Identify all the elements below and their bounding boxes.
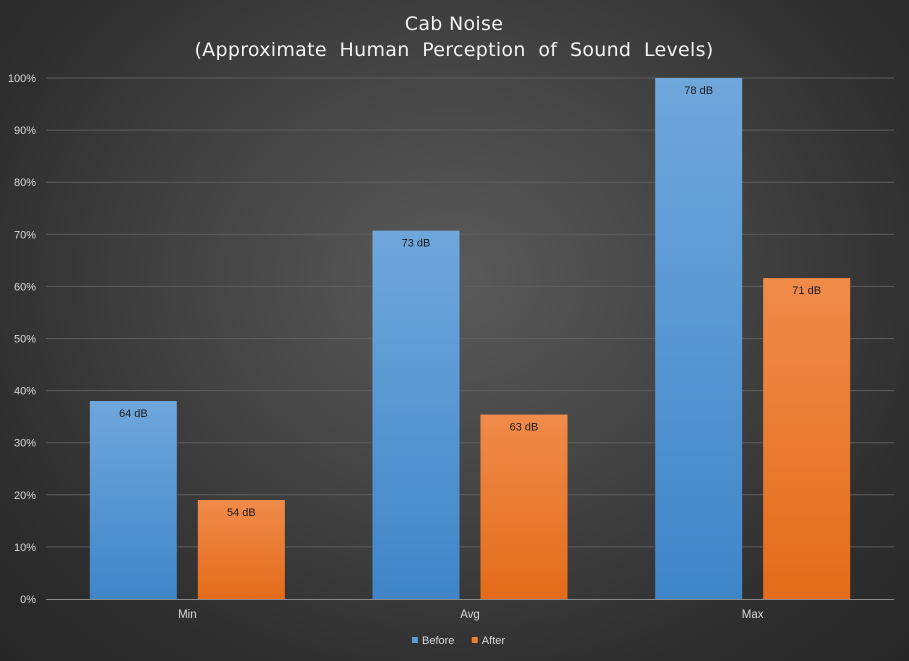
data-label: 71 dB [792,285,821,297]
bar-before-avg [372,230,460,599]
chart-subtitle: (Approximate Human Perception of Sound L… [194,39,713,61]
data-label: 54 dB [227,507,256,519]
x-axis-categories: Min Avg Max [178,609,764,621]
y-tick-label: 90% [14,125,36,137]
x-category-label: Avg [460,609,480,621]
x-category-label: Min [178,609,197,621]
y-axis-ticks: 0% 10% 20% 30% 40% 50% 60% 70% 80% 90% 100% [8,73,36,606]
y-tick-label: 30% [14,438,36,450]
y-tick-label: 10% [14,542,36,554]
legend-swatch-before [412,637,418,643]
legend-label-after: After [482,635,506,647]
y-tick-label: 20% [14,490,36,502]
data-label: 64 dB [119,408,148,420]
bar-after-min [197,500,285,599]
y-tick-label: 80% [14,177,36,189]
y-tick-label: 60% [14,281,36,293]
bar-before-max [655,78,743,599]
bar-after-avg [480,414,568,599]
data-label: 73 dB [402,238,431,250]
y-tick-label: 40% [14,386,36,398]
bar-before-min [89,401,177,599]
data-label: 63 dB [510,422,539,434]
legend: Before After [412,635,505,647]
y-tick-label: 50% [14,334,36,346]
gridlines [46,77,894,548]
x-category-label: Max [742,609,764,621]
bar-after-max [763,278,851,599]
y-tick-label: 70% [14,229,36,241]
y-tick-label: 100% [8,73,36,85]
legend-label-before: Before [422,635,454,647]
data-label: 78 dB [684,85,713,97]
chart-title: Cab Noise [405,13,503,35]
bars [89,78,851,599]
legend-swatch-after [471,637,478,643]
data-labels: 64 dB 54 dB 73 dB 63 dB 78 dB 71 dB [119,85,821,519]
y-tick-label: 0% [20,594,36,606]
